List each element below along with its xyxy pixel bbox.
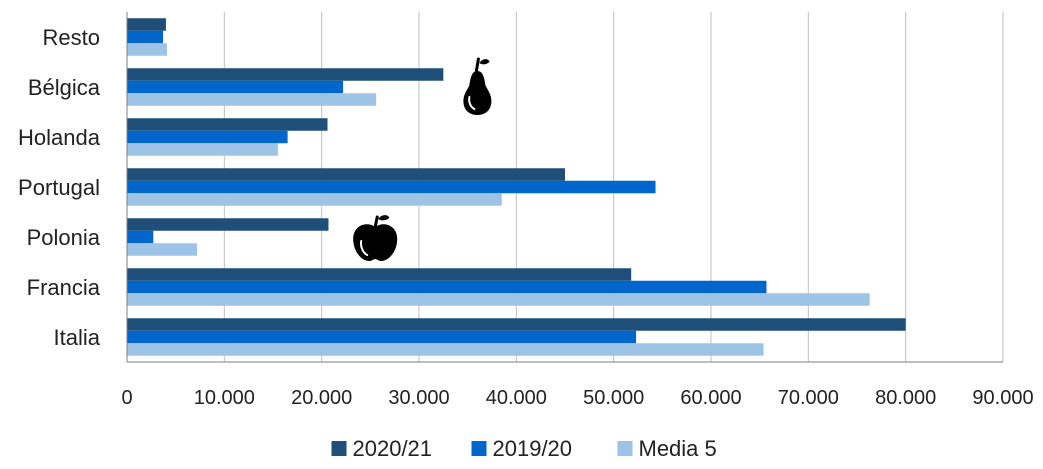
bar-resto-2 — [127, 30, 164, 44]
bars — [127, 18, 906, 356]
x-tick-label: 10.000 — [194, 387, 255, 409]
x-tick-labels: 0 10.000 20.000 30.000 40.000 50.000 60.000 70.… — [121, 387, 1033, 409]
bar-portugal-2 — [127, 180, 656, 194]
bar-francia-1 — [127, 268, 632, 281]
category-label: Francia — [27, 275, 101, 300]
axes — [126, 12, 1003, 363]
x-tick-label: 60.000 — [680, 387, 741, 409]
bar-italia-2 — [127, 330, 637, 344]
category-label: Polonia — [27, 225, 101, 250]
category-label: Portugal — [18, 175, 100, 200]
category-labels: Resto Bélgica Holanda Portugal Polonia Franci… — [18, 25, 101, 350]
bar-italia-1 — [127, 318, 906, 331]
x-tick-label: 70.000 — [778, 387, 839, 409]
bar-bélgica-3 — [127, 93, 377, 106]
bar-resto-3 — [127, 43, 167, 56]
bar-holanda-1 — [127, 118, 328, 131]
bar-bélgica-2 — [127, 80, 344, 94]
legend: 2020/21 2019/20 Media 5 — [331, 436, 717, 461]
category-label: Italia — [54, 325, 101, 350]
bar-francia-2 — [127, 280, 767, 294]
bar-holanda-2 — [127, 130, 288, 144]
legend-swatch — [471, 441, 487, 456]
x-tick-label: 0 — [121, 387, 132, 409]
bar-bélgica-1 — [127, 68, 444, 81]
legend-swatch — [331, 441, 347, 456]
x-tick-label: 40.000 — [486, 387, 547, 409]
bar-polonia-3 — [127, 243, 198, 256]
bar-polonia-2 — [127, 230, 154, 244]
x-tick-label: 80.000 — [875, 387, 936, 409]
bar-holanda-3 — [127, 143, 278, 156]
bar-portugal-1 — [127, 168, 565, 181]
legend-swatch — [617, 441, 633, 456]
annotation-icons — [353, 57, 492, 261]
bar-portugal-3 — [127, 193, 502, 206]
legend-label: Media 5 — [639, 436, 717, 461]
apple-icon — [353, 215, 398, 261]
legend-label: 2019/20 — [493, 436, 573, 461]
x-tick-label: 50.000 — [583, 387, 644, 409]
category-label: Resto — [43, 25, 100, 50]
bar-francia-3 — [127, 293, 870, 306]
x-tick-label: 90.000 — [972, 387, 1033, 409]
x-tick-label: 30.000 — [388, 387, 449, 409]
bar-resto-1 — [127, 18, 166, 31]
x-tick-label: 20.000 — [291, 387, 352, 409]
pear-icon — [463, 57, 492, 115]
category-label: Holanda — [18, 125, 101, 150]
category-label: Bélgica — [28, 75, 101, 100]
bar-polonia-1 — [127, 218, 329, 231]
bar-italia-3 — [127, 343, 764, 356]
legend-label: 2020/21 — [353, 436, 433, 461]
